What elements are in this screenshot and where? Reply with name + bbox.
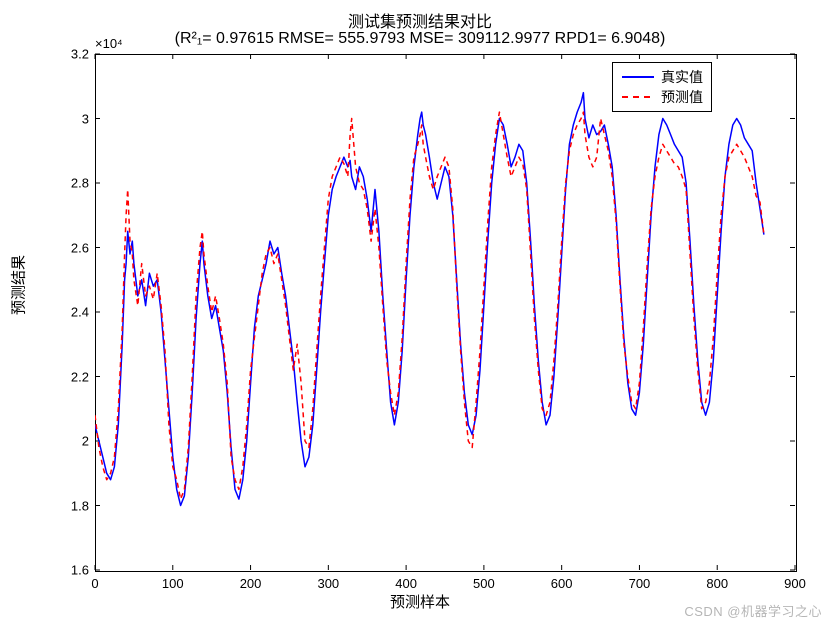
y-axis-label: 预测结果 <box>8 255 29 315</box>
x-tick-label: 600 <box>551 576 573 591</box>
y-tick-label: 1.6 <box>55 563 89 578</box>
y-tick-label: 2.2 <box>55 369 89 384</box>
x-tick-label: 0 <box>91 576 98 591</box>
y-tick-label: 2 <box>55 434 89 449</box>
watermark: CSDN @机器学习之心 <box>684 601 822 620</box>
legend-item: 预测值 <box>621 87 703 107</box>
y-tick-label: 3 <box>55 111 89 126</box>
x-tick-label: 800 <box>706 576 728 591</box>
plot-area <box>95 54 797 572</box>
x-tick-label: 300 <box>317 576 339 591</box>
x-tick-label: 400 <box>395 576 417 591</box>
x-tick-label: 700 <box>629 576 651 591</box>
y-tick-label: 3.2 <box>55 47 89 62</box>
legend: 真实值 预测值 <box>612 62 712 112</box>
y-tick-label: 2.4 <box>55 305 89 320</box>
x-tick-label: 900 <box>784 576 806 591</box>
x-tick-label: 500 <box>473 576 495 591</box>
y-multiplier: ×10⁴ <box>95 36 123 51</box>
chart-subtitle: (R²₁= 0.97615 RMSE= 555.9793 MSE= 309112… <box>0 30 840 48</box>
legend-label: 预测值 <box>661 87 703 107</box>
prediction-chart: 测试集预测结果对比 (R²₁= 0.97615 RMSE= 555.9793 M… <box>0 0 840 630</box>
chart-title: 测试集预测结果对比 <box>0 8 840 32</box>
legend-label: 真实值 <box>661 67 703 87</box>
x-tick-label: 200 <box>240 576 262 591</box>
y-tick-label: 2.6 <box>55 240 89 255</box>
y-tick-label: 1.8 <box>55 498 89 513</box>
x-tick-label: 100 <box>162 576 184 591</box>
y-tick-label: 2.8 <box>55 176 89 191</box>
legend-item: 真实值 <box>621 67 703 87</box>
